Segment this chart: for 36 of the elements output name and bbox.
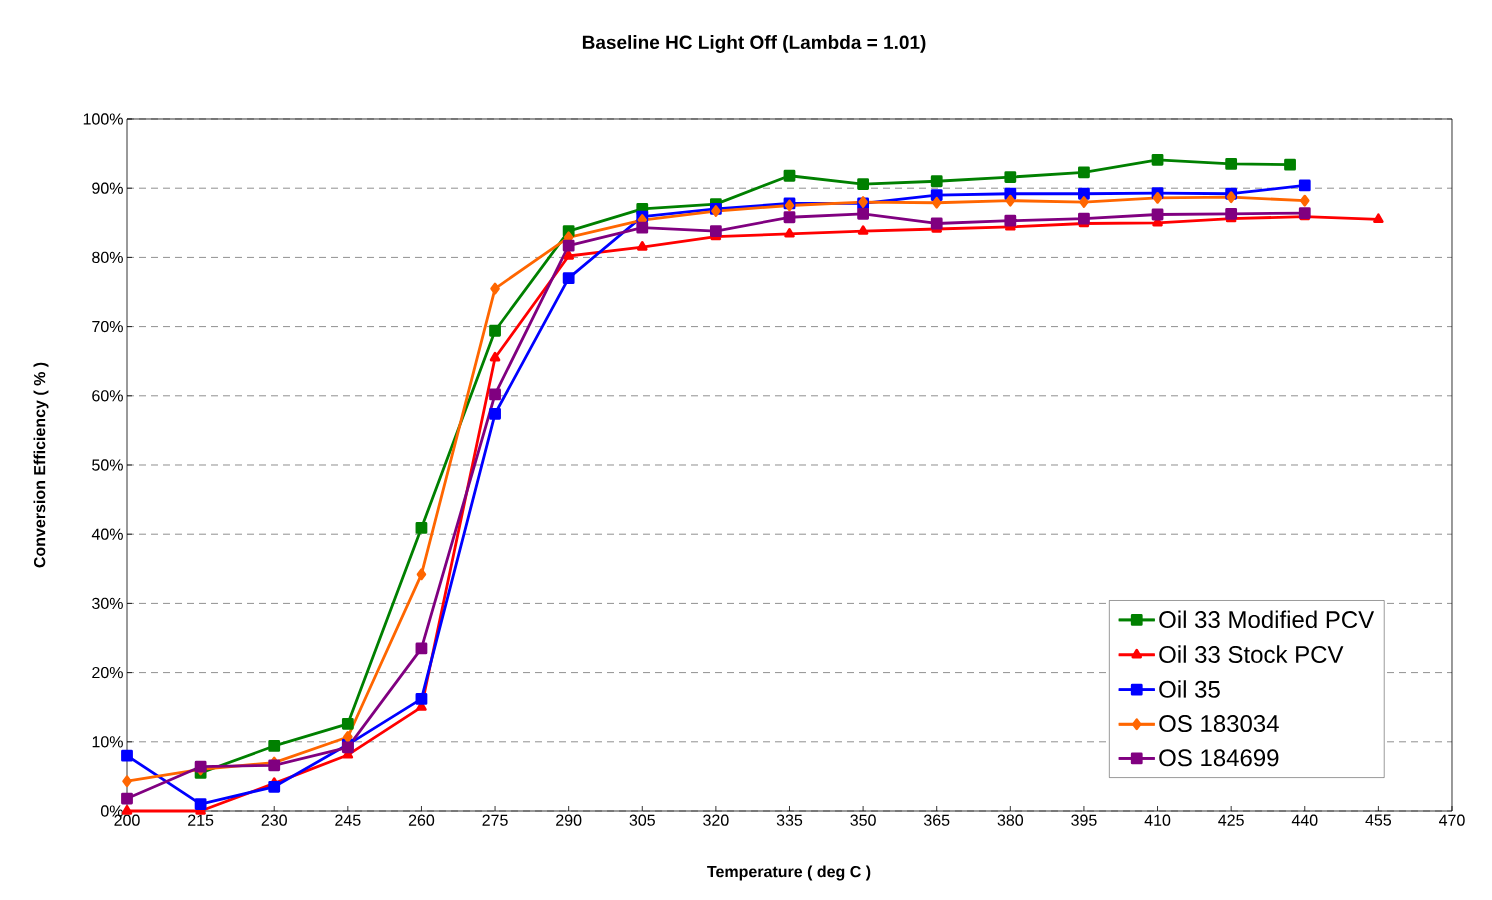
chart-title: Baseline HC Light Off (Lambda = 1.01) <box>582 35 926 53</box>
x-tick-label: 470 <box>1439 814 1465 826</box>
y-tick-label: 100% <box>83 113 123 125</box>
x-tick-label: 260 <box>408 814 435 826</box>
x-tick-label: 245 <box>335 814 361 826</box>
y-tick-label: 30% <box>92 597 123 610</box>
y-tick-label: 10% <box>92 736 123 748</box>
legend-label: OS 184699 <box>1159 749 1279 767</box>
x-tick-label: 380 <box>997 814 1024 826</box>
x-tick-label: 305 <box>629 814 655 826</box>
y-tick-label: 90% <box>92 182 123 194</box>
x-tick-label: 230 <box>261 814 287 826</box>
x-tick-label: 320 <box>703 814 729 826</box>
x-tick-label: 365 <box>923 814 950 826</box>
x-tick-label: 290 <box>556 814 582 826</box>
x-tick-label: 275 <box>482 814 508 826</box>
x-tick-label: 350 <box>850 814 876 826</box>
x-tick-label: 425 <box>1218 814 1244 826</box>
y-tick-label: 60% <box>92 390 123 402</box>
x-axis-title: Temperature ( deg C ) <box>707 865 871 881</box>
legend-label: Oil 35 <box>1159 680 1220 698</box>
legend-label: Oil 33 Modified PCV <box>1159 610 1375 629</box>
y-tick-label: 20% <box>92 666 123 679</box>
x-tick-label: 335 <box>776 814 803 826</box>
x-tick-label: 215 <box>188 814 214 826</box>
x-tick-label: 410 <box>1144 814 1171 826</box>
legend-label: Oil 33 Stock PCV <box>1159 645 1344 663</box>
legend-label: OS 183034 <box>1159 715 1279 733</box>
x-tick-label: 440 <box>1291 814 1318 826</box>
y-tick-label: 80% <box>92 251 123 264</box>
y-tick-label: 70% <box>92 320 123 333</box>
x-tick-label: 455 <box>1365 814 1392 826</box>
x-tick-label: 395 <box>1071 814 1097 826</box>
y-axis-title: Conversion Efficiency ( % ) <box>33 362 49 568</box>
y-tick-label: 40% <box>91 528 123 540</box>
y-tick-label: 50% <box>92 459 123 471</box>
